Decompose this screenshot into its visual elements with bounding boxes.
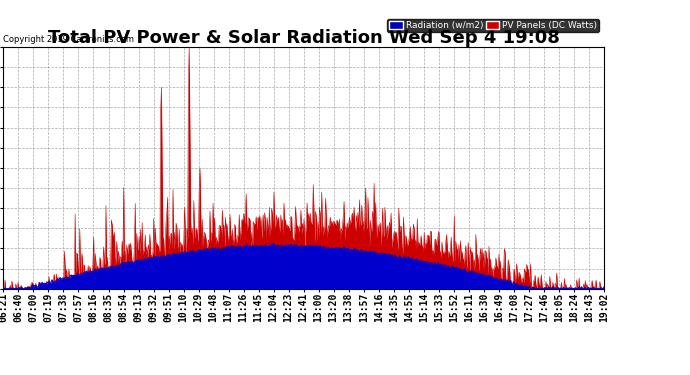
Text: Copyright 2019 Cartronics.com: Copyright 2019 Cartronics.com	[3, 36, 135, 45]
Title: Total PV Power & Solar Radiation Wed Sep 4 19:08: Total PV Power & Solar Radiation Wed Sep…	[48, 29, 560, 47]
Legend: Radiation (w/m2), PV Panels (DC Watts): Radiation (w/m2), PV Panels (DC Watts)	[387, 19, 599, 32]
